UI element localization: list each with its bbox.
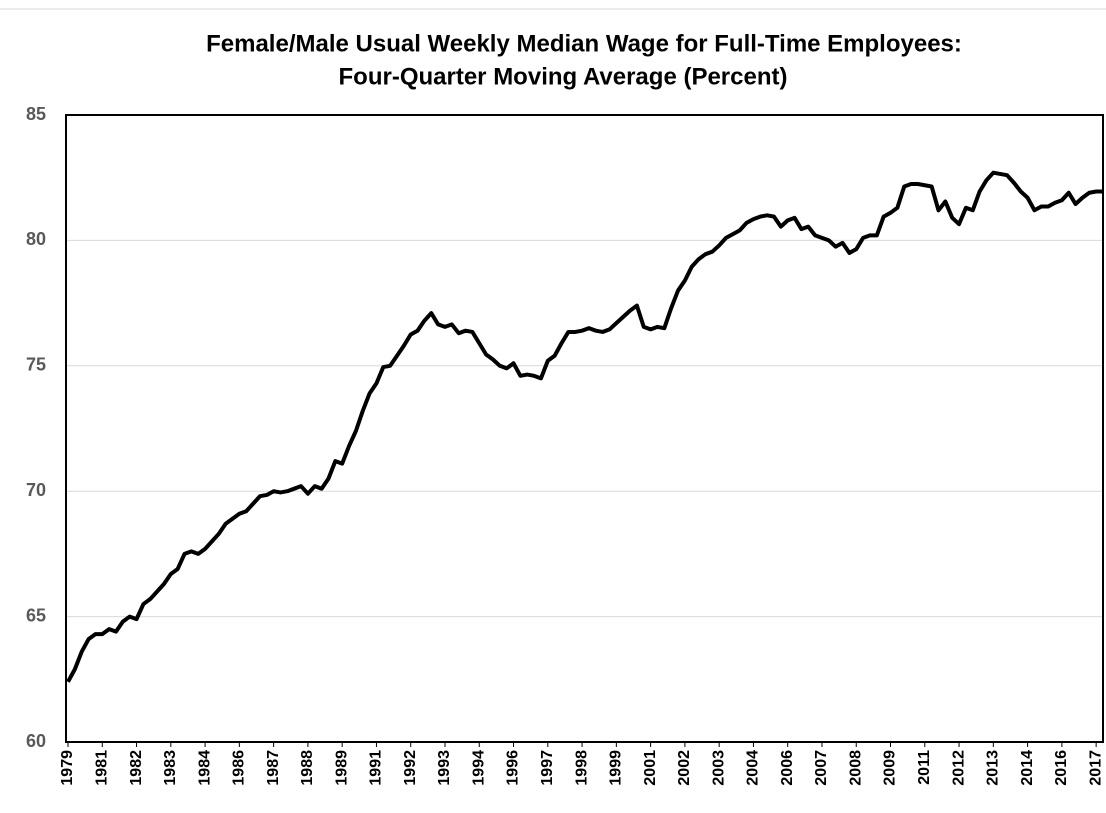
y-tick-label: 80 <box>26 229 46 249</box>
y-tick-label: 85 <box>26 104 46 124</box>
x-tick-label: 2011 <box>916 750 933 785</box>
x-tick-label: 1986 <box>231 750 248 786</box>
y-tick-label: 75 <box>26 355 46 375</box>
x-tick-label: 1984 <box>196 750 213 786</box>
x-tick-label: 2006 <box>779 750 796 786</box>
x-tick-label: 1996 <box>505 750 522 786</box>
x-tick-label: 1983 <box>162 750 179 786</box>
x-tick-label: 2016 <box>1053 750 1070 786</box>
x-tick-label: 2014 <box>1019 750 1036 786</box>
chart-subtitle: Four-Quarter Moving Average (Percent) <box>339 63 788 90</box>
x-tick-label: 2013 <box>985 750 1002 786</box>
x-tick-label: 1979 <box>59 750 76 786</box>
x-tick-label: 1987 <box>265 750 282 786</box>
y-tick-label: 60 <box>26 731 46 751</box>
y-tick-label: 65 <box>26 605 46 625</box>
plot-frame <box>65 114 1104 743</box>
x-tick-label: 2004 <box>745 750 762 786</box>
x-tick-label: 2002 <box>676 750 693 786</box>
x-tick-label: 1988 <box>299 750 316 786</box>
x-tick-label: 1999 <box>608 750 625 786</box>
x-tick-label: 2012 <box>950 750 967 786</box>
x-tick-label: 1997 <box>539 750 556 786</box>
x-tick-label: 1989 <box>333 750 350 786</box>
x-tick-label: 1982 <box>128 750 145 786</box>
x-tick-label: 1994 <box>470 750 487 786</box>
chart-title: Female/Male Usual Weekly Median Wage for… <box>206 30 962 57</box>
x-tick-label: 2007 <box>813 750 830 786</box>
x-tick-label: 2001 <box>642 750 659 786</box>
x-tick-label: 1992 <box>402 750 419 786</box>
x-tick-label: 2017 <box>1087 750 1104 786</box>
data-line <box>66 170 1103 683</box>
y-tick-label: 70 <box>26 480 46 500</box>
x-tick-label: 1981 <box>93 750 110 786</box>
x-tick-label: 2003 <box>710 750 727 786</box>
x-tick-label: 1998 <box>573 750 590 786</box>
x-tick-label: 2009 <box>882 750 899 786</box>
x-tick-label: 2008 <box>847 750 864 786</box>
x-tick-label: 1993 <box>436 750 453 786</box>
x-tick-label: 1991 <box>368 750 385 786</box>
